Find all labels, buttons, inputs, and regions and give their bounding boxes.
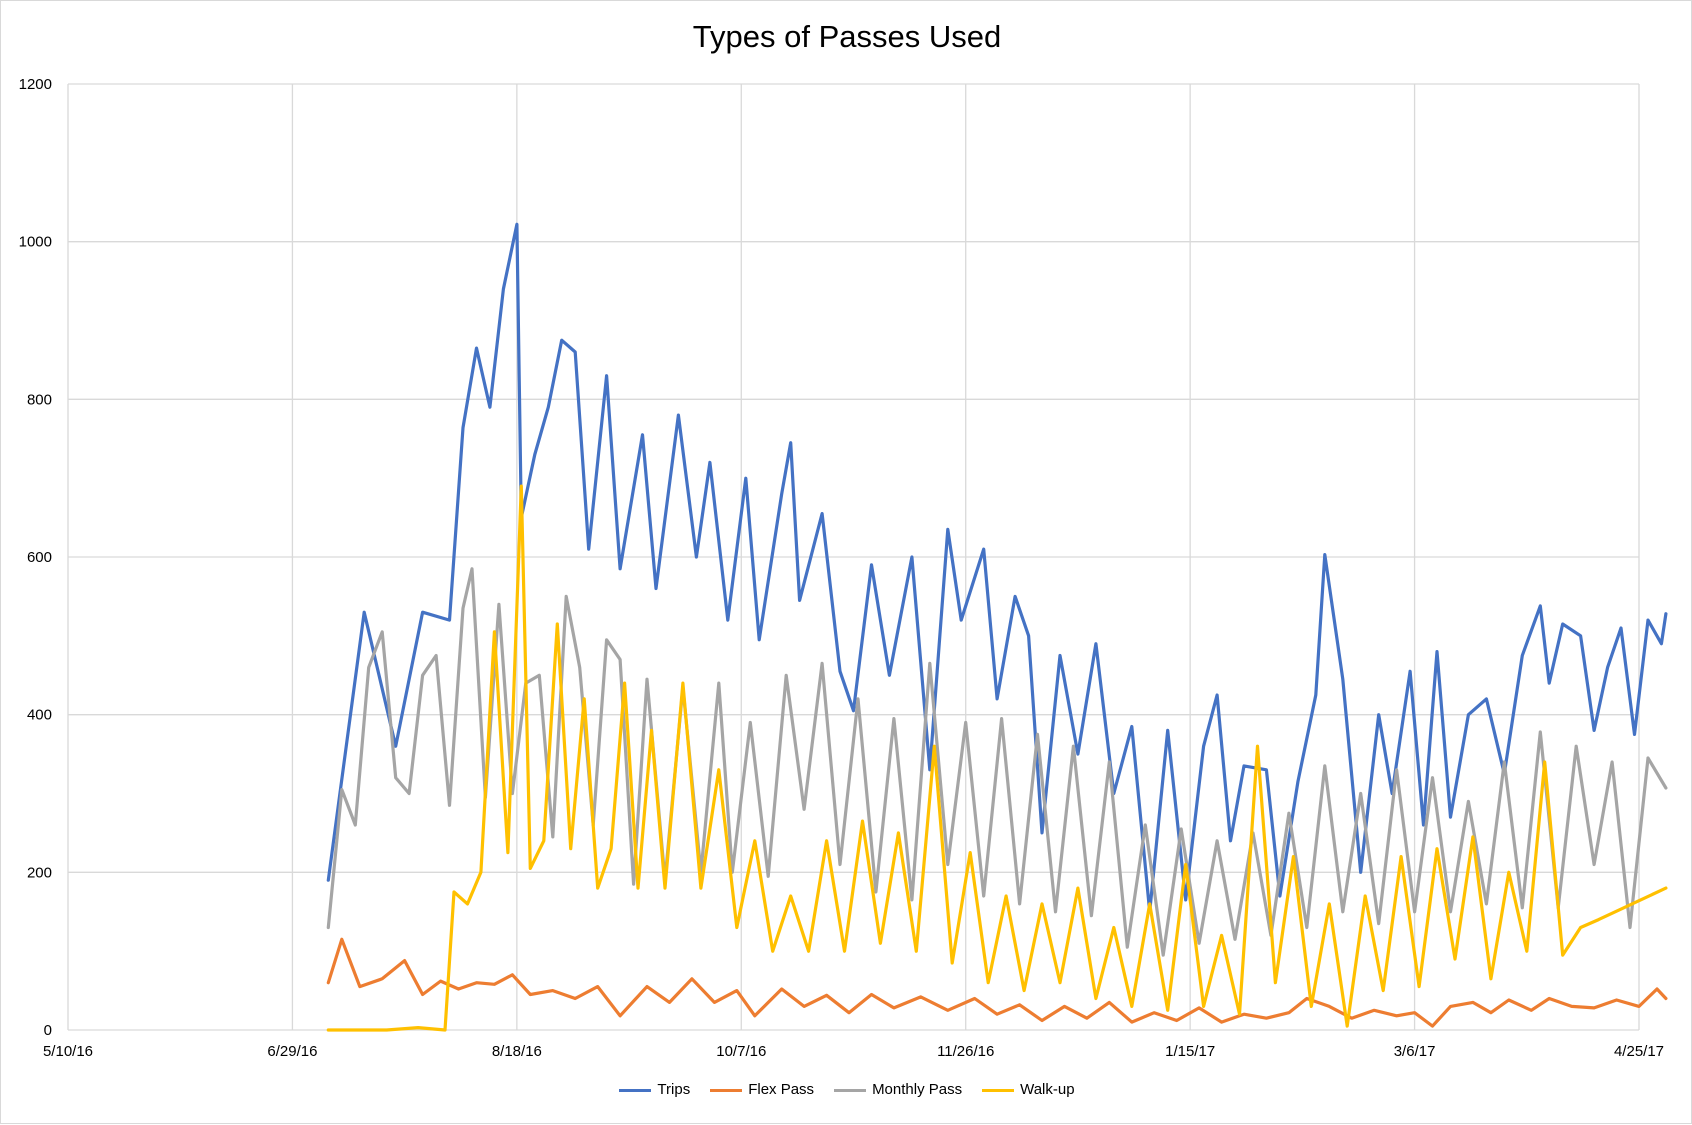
x-tick-label: 3/6/17 (1394, 1043, 1436, 1060)
legend-item: Walk-up (982, 1081, 1075, 1098)
x-tick-label: 8/18/16 (492, 1043, 542, 1060)
legend-item: Trips (619, 1081, 690, 1098)
legend-item: Flex Pass (710, 1081, 814, 1098)
x-tick-label: 6/29/16 (267, 1043, 317, 1060)
legend-swatch (710, 1088, 743, 1092)
legend-label: Flex Pass (748, 1081, 815, 1098)
chart-legend: Trips Flex Pass Monthly Pass Walk-up (1, 1081, 1692, 1098)
series-line-trips (326, 222, 1668, 914)
series-line-walk-up (326, 484, 1668, 1032)
y-tick-label: 200 (27, 864, 52, 881)
x-tick-label: 10/7/16 (716, 1043, 766, 1060)
legend-item: Monthly Pass (834, 1081, 962, 1098)
x-tick-label: 4/25/17 (1614, 1043, 1664, 1060)
legend-label: Walk-up (1020, 1081, 1075, 1098)
y-tick-label: 600 (27, 549, 52, 566)
x-tick-label: 1/15/17 (1165, 1043, 1215, 1060)
x-tick-label: 11/26/16 (937, 1043, 994, 1060)
series-line-flex-pass (326, 937, 1668, 1028)
chart-title: Types of Passes Used (692, 19, 1002, 54)
series-line-monthly-pass (326, 567, 1668, 957)
y-tick-label: 400 (27, 707, 52, 724)
x-tick-label: 5/10/16 (43, 1043, 93, 1060)
legend-swatch (982, 1088, 1015, 1092)
legend-swatch (834, 1088, 867, 1092)
legend-label: Monthly Pass (872, 1081, 963, 1098)
y-tick-label: 800 (27, 391, 52, 408)
y-tick-label: 1200 (19, 76, 52, 93)
y-tick-label: 0 (44, 1022, 52, 1039)
y-tick-label: 1000 (19, 234, 52, 251)
legend-swatch (619, 1088, 652, 1092)
legend-label: Trips (657, 1081, 691, 1098)
